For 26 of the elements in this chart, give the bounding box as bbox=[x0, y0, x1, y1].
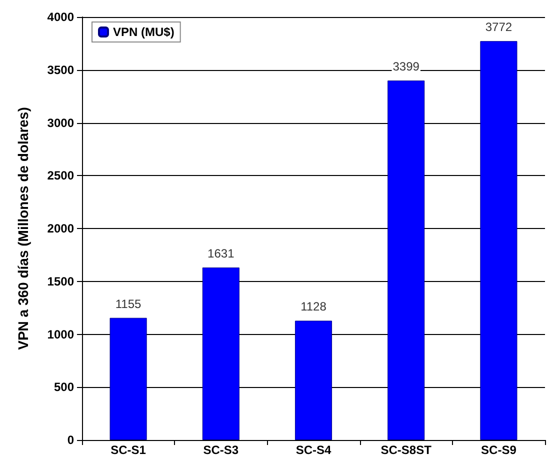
x-tick-label: SC-S9 bbox=[481, 443, 517, 457]
bar bbox=[110, 318, 147, 440]
data-label: 1631 bbox=[208, 246, 235, 261]
bar bbox=[388, 80, 425, 440]
bar bbox=[294, 320, 332, 440]
bar bbox=[202, 268, 240, 440]
y-tick-label: 2500 bbox=[47, 168, 74, 183]
legend-label: VPN (MU$) bbox=[113, 25, 174, 39]
y-axis-title: VPN a 360 días (Millones de dolares) bbox=[15, 107, 31, 350]
x-tick-label: SC-S3 bbox=[203, 443, 239, 457]
y-tick-label: 3000 bbox=[47, 116, 74, 130]
data-label: 3399 bbox=[392, 60, 420, 74]
x-tick-label: SC-S1 bbox=[110, 443, 146, 457]
y-tick-label: 0 bbox=[67, 433, 74, 447]
x-tick-label: SC-S4 bbox=[296, 443, 332, 457]
y-tick-label: 4000 bbox=[47, 10, 74, 24]
y-tick-label: 1000 bbox=[47, 327, 74, 342]
data-label: 3772 bbox=[485, 20, 512, 34]
y-tick-label: 3500 bbox=[47, 62, 74, 77]
data-label: 1155 bbox=[115, 296, 142, 311]
y-tick-label: 500 bbox=[54, 380, 74, 394]
data-label: 1128 bbox=[300, 300, 327, 314]
y-tick-label: 1500 bbox=[47, 274, 74, 288]
x-tick-label: SC-S8ST bbox=[380, 443, 432, 457]
y-tick-label: 2000 bbox=[47, 222, 74, 236]
bar bbox=[480, 41, 518, 440]
